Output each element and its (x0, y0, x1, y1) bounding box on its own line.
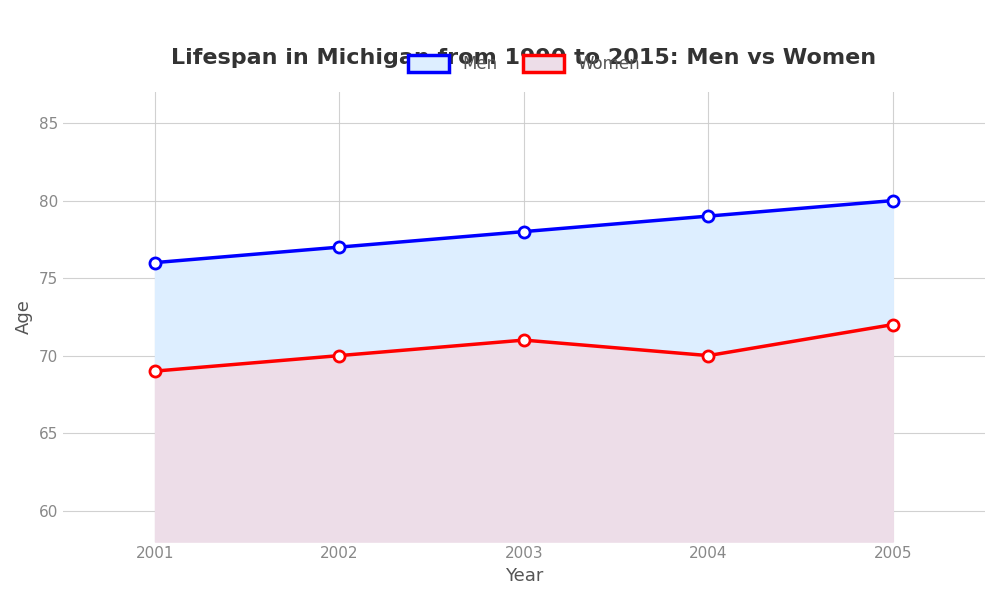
Title: Lifespan in Michigan from 1990 to 2015: Men vs Women: Lifespan in Michigan from 1990 to 2015: … (171, 49, 876, 68)
Legend: Men, Women: Men, Women (399, 47, 649, 82)
Y-axis label: Age: Age (15, 299, 33, 334)
X-axis label: Year: Year (505, 567, 543, 585)
